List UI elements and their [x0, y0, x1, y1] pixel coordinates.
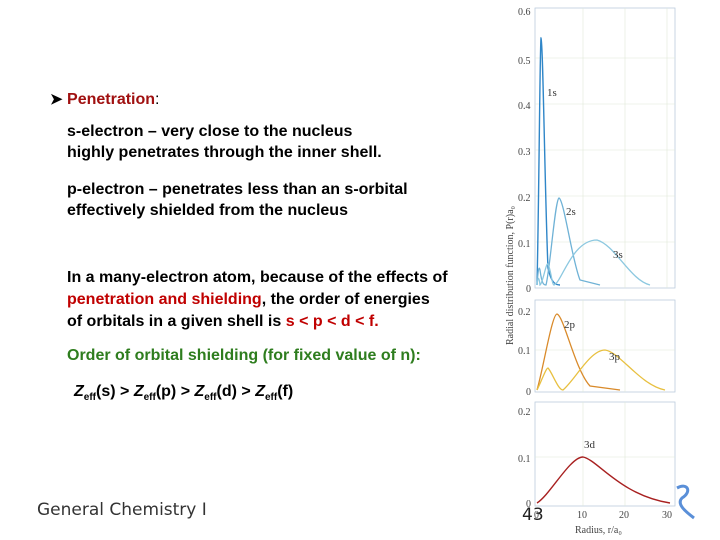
curve-2p: [536, 313, 621, 391]
bullet-heading: Penetration: [67, 91, 156, 108]
text-line: highly penetrates through the inner shel…: [67, 144, 382, 161]
y-tick-label: 0.1: [518, 239, 531, 250]
zeff-symbol: Z: [255, 383, 265, 400]
y-tick-label: 0.4: [518, 101, 531, 112]
curve-3p: [536, 349, 666, 391]
zeff-symbol: Z: [74, 383, 84, 400]
y-tick-label: 0: [526, 499, 531, 510]
y-tick-label: 0.1: [518, 454, 531, 465]
y-tick-label: 0: [526, 387, 531, 398]
x-tick-label: 20: [619, 510, 629, 521]
text-line: s-electron – very close to the nucleus: [67, 123, 353, 140]
y-axis-label: Radial distribution function, P(r)a₀: [505, 205, 516, 345]
text-line: p-electron – penetrates less than an s-o…: [67, 181, 408, 198]
y-tick-label: 0: [526, 284, 531, 295]
radial-figure: 0.6 0.5 0.4 0.3 0.2 0.1 0 0.2 0.1 0 0.2 …: [505, 7, 695, 536]
zeff-subscript: eff: [83, 392, 97, 404]
zeff-subscript: eff: [143, 392, 156, 404]
x-tick-label: 10: [577, 510, 587, 521]
text: of orbitals in a given shell is: [67, 313, 286, 330]
zeff-rest: (d) >: [216, 383, 256, 400]
grid: [535, 8, 675, 506]
logo: [676, 484, 695, 520]
zeff-order: Zeff(s) > Zeff(p) > Zeff(d) > Zeff(f): [74, 383, 293, 403]
y-tick-label: 0.1: [518, 346, 531, 357]
zeff-subscript: eff: [204, 392, 217, 404]
curve-label: 3s: [613, 249, 623, 261]
y-tick-label: 0.2: [518, 407, 531, 418]
x-tick-label: 0: [534, 510, 539, 521]
panel: [534, 7, 676, 289]
zeff-subscript: eff: [264, 392, 278, 404]
text-line: In a many-electron atom, because of the …: [67, 269, 448, 286]
zeff-rest: (s) >: [96, 383, 134, 400]
zeff-rest: (f): [277, 383, 294, 400]
curve-1s: [536, 36, 561, 286]
text-line: penetration and shielding, the order of …: [67, 291, 430, 309]
curve-label: 2p: [564, 319, 576, 331]
curve-2s: [536, 197, 601, 286]
highlight: penetration and shielding: [67, 291, 262, 308]
curve-label: 1s: [547, 87, 557, 99]
text-line: effectively shielded from the nucleus: [67, 202, 348, 219]
text: , the order of energies: [261, 291, 430, 308]
y-tick-label: 0.2: [518, 307, 531, 318]
panel: [534, 299, 676, 393]
zeff-rest: (p) >: [155, 383, 195, 400]
x-axis-label: Radius, r/a₀: [575, 525, 622, 536]
footer: General Chemistry I: [37, 500, 207, 520]
bullet-colon: :: [155, 91, 160, 108]
text-line: of orbitals in a given shell is s < p < …: [67, 313, 379, 331]
y-tick-label: 0.5: [518, 56, 531, 67]
curve-label: 3p: [609, 351, 621, 363]
zeff-symbol: Z: [133, 383, 144, 400]
curve-label: 3d: [584, 439, 596, 451]
bullet-line: ➤ Penetration:: [50, 90, 160, 109]
bullet-arrow: ➤: [50, 91, 63, 108]
highlight: s < p < d < f.: [285, 313, 379, 330]
curve-3s: [536, 239, 651, 287]
panel: [534, 401, 676, 507]
page-number: 43: [522, 505, 544, 525]
x-tick-label: 30: [662, 510, 672, 521]
y-tick-label: 0.2: [518, 193, 531, 204]
y-tick-label: 0.6: [518, 7, 531, 18]
curve-3d: [536, 456, 671, 504]
y-tick-label: 0.3: [518, 147, 531, 158]
zeff-symbol: Z: [194, 383, 205, 400]
shielding-heading: Order of orbital shielding (for fixed va…: [67, 347, 421, 364]
curve-label: 2s: [566, 206, 576, 218]
